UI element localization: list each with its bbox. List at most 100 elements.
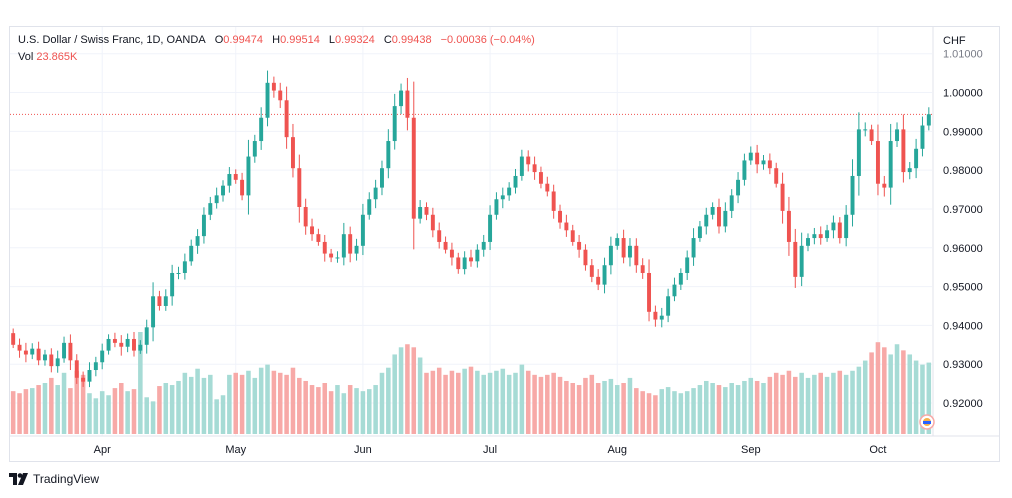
volume-bar	[519, 364, 525, 434]
volume-bar	[449, 370, 455, 434]
candle-body	[43, 354, 47, 361]
candle-body	[627, 245, 632, 258]
candle-body	[666, 296, 671, 316]
volume-bar	[487, 372, 493, 434]
volume-bar	[735, 385, 741, 434]
tradingview-brand[interactable]: TradingView	[9, 472, 99, 486]
candle-body	[481, 241, 486, 250]
volume-bar	[61, 372, 67, 434]
candle-body	[405, 90, 410, 118]
volume-bar	[411, 347, 417, 434]
candle-body	[697, 226, 702, 239]
volume-bar	[379, 372, 385, 434]
volume-bar	[710, 383, 715, 434]
volume-bar	[112, 388, 118, 434]
candle-body	[62, 342, 67, 359]
candle-body	[920, 125, 925, 149]
candle-body	[806, 238, 810, 246]
volume-bar	[227, 374, 232, 434]
symbol-title[interactable]: U.S. Dollar / Swiss Franc, 1D, OANDA	[18, 34, 206, 46]
volume-bar	[462, 368, 467, 434]
volume-bar	[920, 364, 925, 434]
candle-body	[176, 272, 181, 274]
volume-bar	[214, 399, 219, 434]
candle-body	[87, 370, 92, 382]
candle-body	[532, 164, 537, 173]
candle-body	[755, 152, 760, 165]
volume-bar	[195, 368, 200, 434]
volume-bar	[570, 383, 576, 434]
volume-bar	[716, 385, 722, 434]
candle-body	[475, 249, 480, 262]
candle-body	[513, 175, 518, 188]
candle-body	[138, 344, 143, 351]
candle-body	[685, 257, 690, 273]
price-axis[interactable]: CHF 1.01000 1.00000 0.99000 0.98000 0.97000 0…	[932, 27, 983, 436]
x-tick-label: Apr	[94, 444, 111, 456]
volume-bar	[564, 380, 569, 434]
volume-bar	[926, 362, 932, 434]
volume-bar	[672, 391, 677, 434]
y-tick-label: 0.97000	[943, 204, 983, 216]
candlesticks	[11, 70, 931, 388]
candle-body	[112, 338, 117, 343]
y-tick-label: 0.92000	[943, 398, 983, 410]
volume-bar	[93, 398, 99, 434]
y-tick-label: 0.99000	[943, 126, 983, 138]
volume-bar	[831, 372, 836, 434]
candle-body	[729, 195, 734, 211]
volume-bar	[805, 377, 811, 434]
volume-bar	[424, 372, 429, 434]
volume-bar	[856, 366, 862, 434]
candle-body	[895, 129, 899, 142]
volume-bar	[665, 387, 671, 434]
volume-bar	[843, 374, 849, 434]
volume-bar	[456, 372, 461, 434]
low-label: L	[328, 34, 336, 46]
volume-bar	[850, 370, 855, 434]
volume-bar	[888, 354, 893, 434]
volume-bar	[583, 377, 588, 434]
candle-body	[335, 257, 340, 259]
logo-badge[interactable]	[919, 414, 935, 430]
volume-bar	[691, 388, 696, 434]
volume-bar	[678, 393, 684, 434]
candle-body	[23, 350, 28, 355]
candle-body	[691, 238, 696, 258]
volume-bar	[23, 389, 29, 434]
candle-body	[221, 185, 225, 196]
candle-body	[615, 238, 620, 246]
volume-bar	[138, 332, 143, 434]
volume-bar	[144, 397, 149, 434]
y-tick-label: 0.93000	[943, 359, 983, 371]
candle-body	[182, 261, 187, 273]
candle-body	[144, 327, 149, 345]
volume-bar	[653, 395, 658, 434]
y-tick-label: 0.95000	[943, 282, 983, 294]
volume-bar	[506, 374, 512, 434]
candle-body	[723, 210, 728, 227]
volume-bar	[576, 385, 582, 434]
volume-bar	[913, 360, 919, 434]
candle-body	[774, 168, 779, 184]
volume-bar	[659, 389, 665, 434]
candle-body	[672, 284, 677, 297]
candle-body	[227, 174, 232, 186]
candle-body	[125, 338, 130, 347]
candle-body	[640, 265, 645, 273]
time-axis[interactable]: Apr May Jun Jul Aug Sep Oct	[10, 435, 999, 456]
candle-body	[526, 156, 531, 165]
volume-bar	[55, 385, 60, 434]
candle-body	[545, 183, 550, 192]
volume-value: 23.865K	[36, 51, 78, 63]
change-value: −0.00036 (−0.04%)	[440, 34, 535, 46]
volume-bar	[119, 383, 124, 434]
candle-body	[647, 272, 652, 312]
candle-body	[914, 148, 919, 169]
candle-body	[208, 203, 213, 215]
candle-body	[742, 160, 747, 180]
candle-body	[494, 199, 499, 215]
volume-bar	[265, 364, 270, 434]
volume-label[interactable]: Vol	[18, 51, 34, 63]
